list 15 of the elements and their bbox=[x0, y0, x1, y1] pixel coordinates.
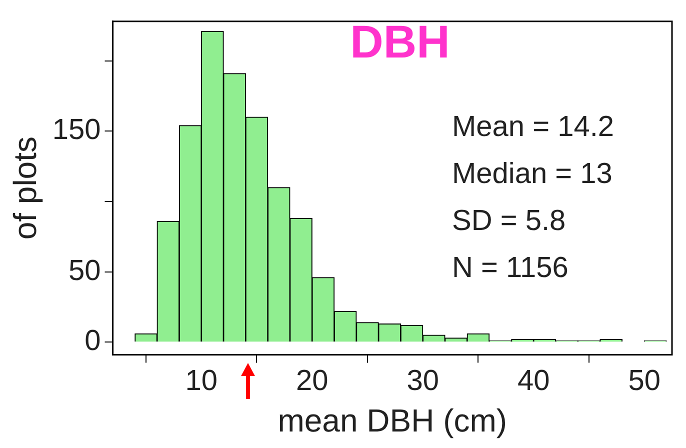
y-tick-label: 150 bbox=[52, 114, 101, 146]
y-tick-label: 50 bbox=[68, 254, 101, 287]
x-tick-label: 40 bbox=[517, 365, 550, 398]
annotation: SD = 5.8 bbox=[452, 205, 566, 237]
y-tick-label: 0 bbox=[84, 325, 101, 358]
x-axis-title: mean DBH (cm) bbox=[278, 402, 508, 439]
x-tick-label: 30 bbox=[406, 365, 439, 398]
annotation: N = 1156 bbox=[452, 252, 568, 284]
x-tick-label: 10 bbox=[185, 365, 218, 398]
annotation: Median = 13 bbox=[452, 158, 612, 190]
annotation: Mean = 14.2 bbox=[452, 111, 614, 143]
y-axis-title: of plots bbox=[7, 136, 44, 240]
x-tick-label: 20 bbox=[296, 365, 328, 398]
x-tick-label: 50 bbox=[628, 365, 660, 398]
chart-title: DBH bbox=[350, 16, 450, 68]
